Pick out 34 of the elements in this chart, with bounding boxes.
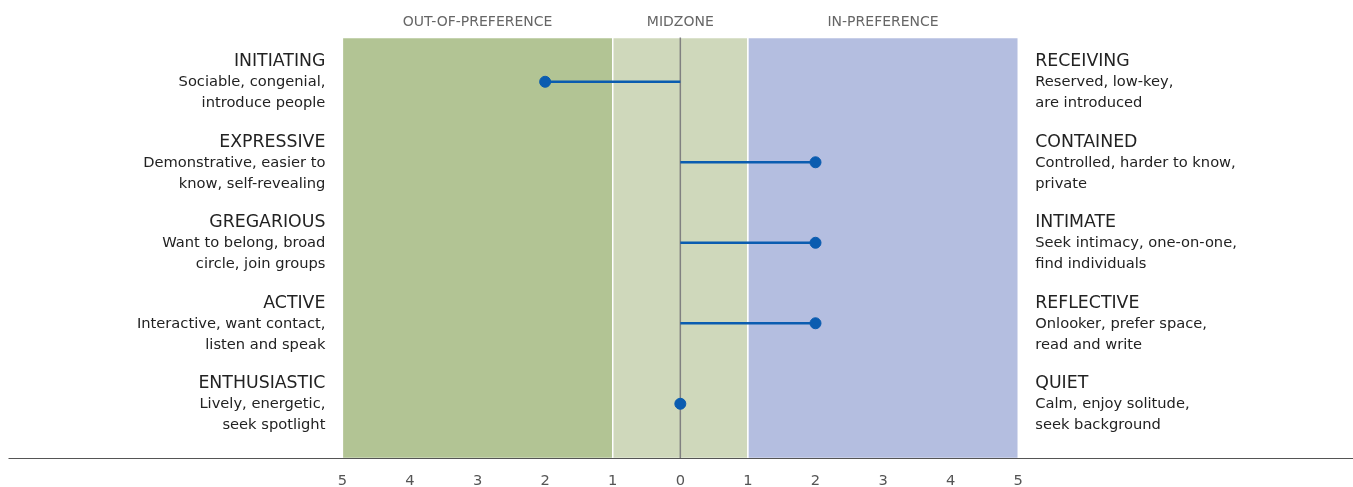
x-tick-label: 2 [810, 470, 821, 487]
annotation: Lively, energetic, seek spotlight [199, 394, 326, 433]
x-tick-label: 3 [472, 470, 483, 487]
x-tick-label: 3 [878, 470, 888, 487]
y-tick-label: EXPRESSIVE [219, 130, 326, 151]
x-tick-label: 5 [1013, 470, 1023, 487]
y-tick-label: ENTHUSIASTIC [198, 372, 326, 393]
annotation: Want to belong, broad circle, join groups [162, 233, 326, 272]
annotation: Demonstrative, easier to know, self-revealing [143, 152, 326, 191]
x-tick-label: 4 [946, 470, 956, 487]
y2-tick-label: REFLECTIVE [1035, 291, 1140, 312]
x-tick-label: 5 [337, 470, 348, 487]
annotation: Onlooker, prefer space, read and write [1035, 313, 1207, 352]
annotation: Interactive, want contact, listen and speak [136, 313, 326, 352]
y2-tick-label: CONTAINED [1035, 130, 1138, 151]
x-tick-label: 0 [675, 470, 685, 487]
y2-tick-label: INTIMATE [1035, 211, 1117, 232]
annotation: Seek intimacy, one-on-one, find individuals [1035, 233, 1237, 272]
x-tick-label: 1 [608, 470, 618, 487]
annotation: Calm, enjoy solitude, seek background [1035, 394, 1190, 433]
x-tick-label: 2 [540, 470, 550, 487]
annotation: Reserved, low-key, are introduced [1035, 72, 1174, 111]
y-tick-label: ACTIVE [263, 291, 326, 312]
band-label: OUT-OF-PREFERENCE [402, 13, 553, 30]
x-tick-label: 4 [405, 470, 415, 487]
annotation: Controlled, harder to know, private [1035, 152, 1236, 191]
y-tick-label: INITIATING [233, 50, 326, 71]
annotation: Sociable, congenial, introduce people [178, 72, 326, 111]
y2-tick-label: QUIET [1035, 372, 1089, 393]
x-tick-label: 1 [743, 470, 753, 487]
band-label: MIDZONE [646, 13, 714, 30]
y-tick-label: GREGARIOUS [209, 211, 326, 232]
y2-tick-label: RECEIVING [1035, 50, 1130, 71]
band-label: IN-PREFERENCE [827, 13, 939, 30]
